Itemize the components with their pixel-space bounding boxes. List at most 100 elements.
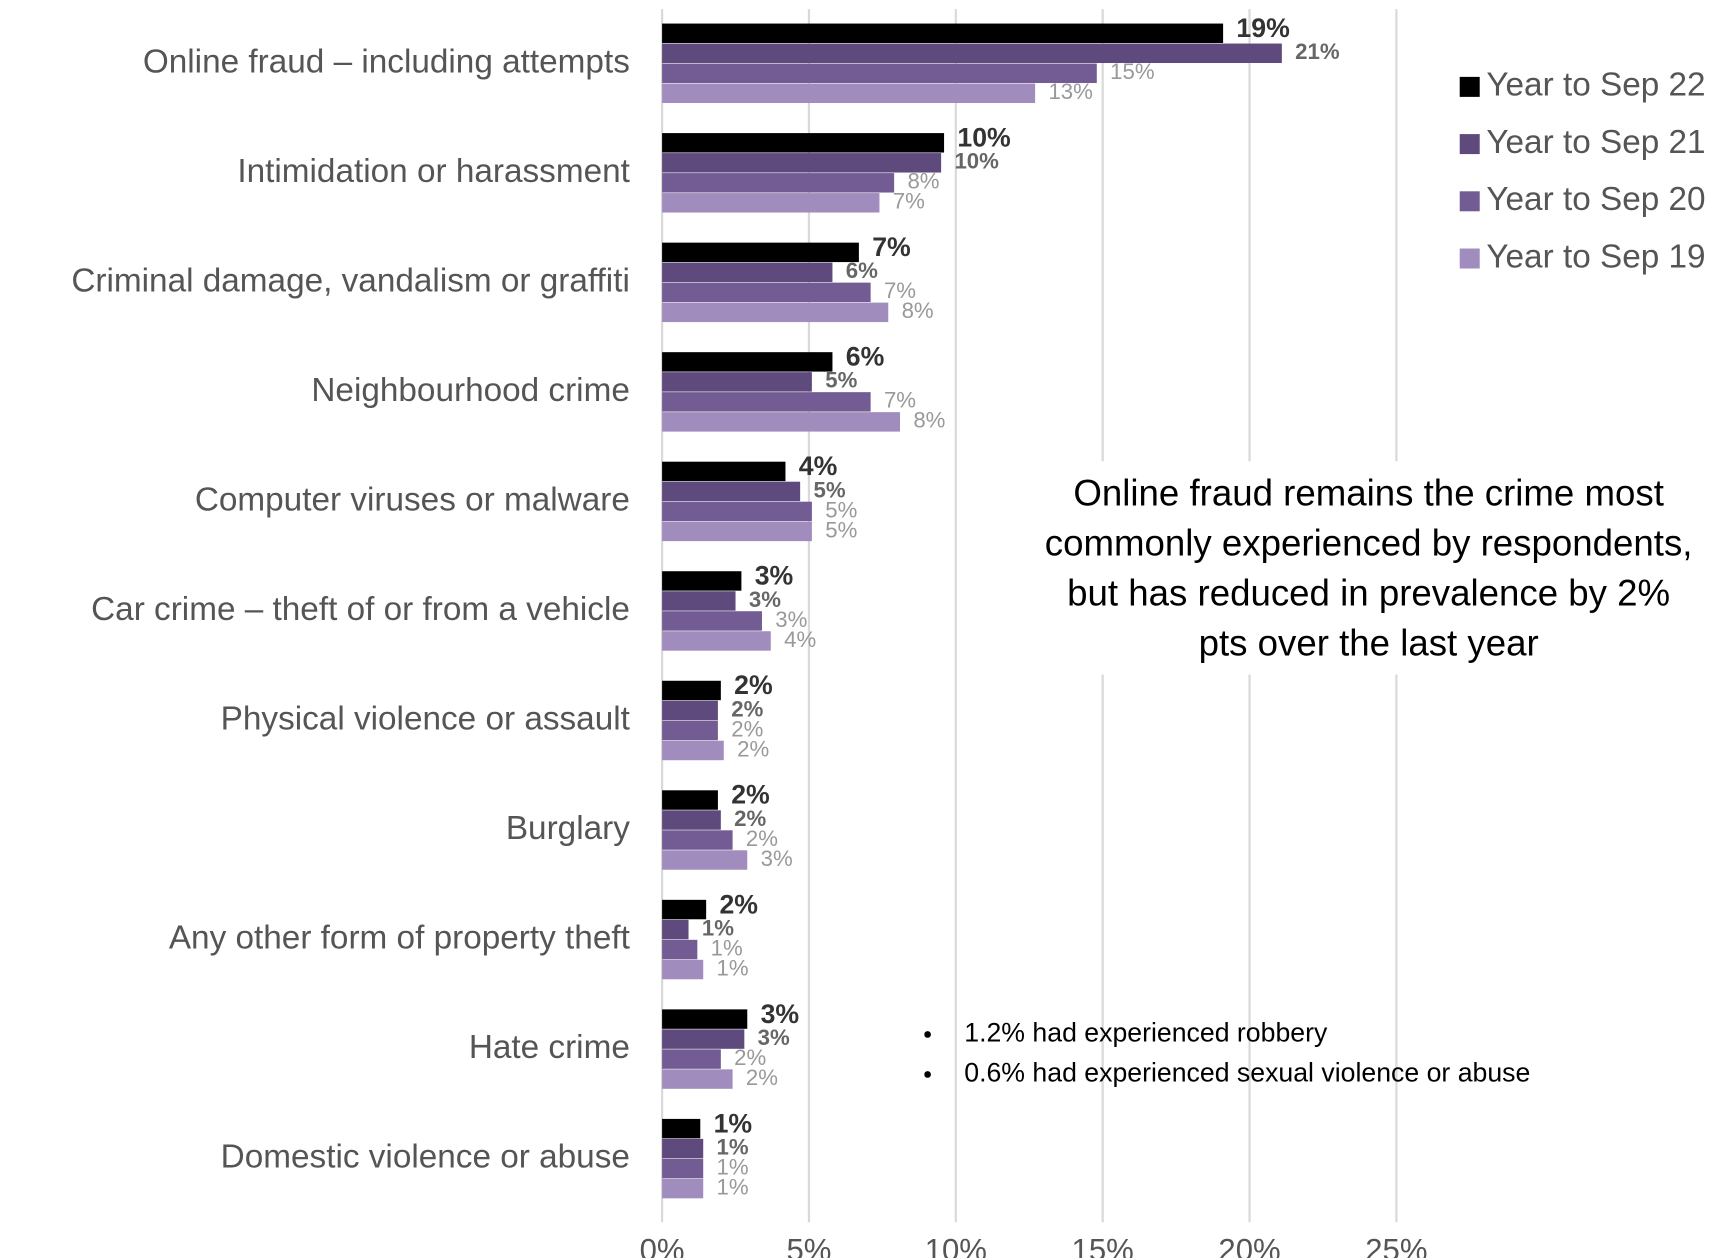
bar (662, 1009, 748, 1029)
data-label: 3% (775, 607, 807, 632)
data-label: 6% (846, 258, 878, 283)
note: 1.2% had experienced robbery (964, 1018, 1328, 1048)
bar (662, 461, 786, 482)
bar (662, 43, 1282, 63)
bar (662, 591, 736, 611)
data-label: 5% (825, 497, 857, 522)
bar (662, 571, 742, 591)
bar (662, 680, 721, 701)
data-label: 3% (755, 561, 794, 591)
data-label: 7% (884, 278, 916, 303)
data-label: 7% (872, 232, 911, 262)
bar (662, 412, 901, 432)
data-label: 19% (1236, 13, 1289, 43)
data-label: 13% (1048, 79, 1092, 104)
bar (662, 392, 871, 412)
data-label: 1% (702, 915, 734, 940)
bar (662, 631, 771, 651)
data-label: 2% (719, 889, 758, 919)
data-label: 10% (954, 149, 999, 174)
bar (662, 700, 718, 721)
data-label: 3% (761, 999, 800, 1029)
note: 0.6% had experienced sexual violence or … (964, 1058, 1530, 1088)
data-label: 2% (746, 826, 778, 851)
bar (662, 193, 880, 213)
data-label: 2% (731, 696, 763, 721)
annotation: but has reduced in prevalence by 2% (1067, 572, 1670, 613)
y-tick-label: Domestic violence or abuse (221, 1139, 630, 1176)
bar (662, 63, 1097, 83)
annotation: pts over the last year (1199, 622, 1539, 663)
bar (662, 521, 812, 542)
y-tick-label: Any other form of property theft (169, 920, 631, 957)
data-label: 1% (717, 955, 749, 980)
x-tick-label: 25% (1365, 1232, 1427, 1258)
bar (662, 720, 718, 741)
bar (662, 740, 724, 761)
bar (662, 302, 889, 323)
x-tick-label: 0% (640, 1232, 685, 1258)
data-label: 2% (734, 670, 773, 700)
y-tick-label: Criminal damage, vandalism or graffiti (71, 262, 630, 299)
x-tick-label: 20% (1218, 1232, 1280, 1258)
y-tick-label: Intimidation or harassment (237, 153, 630, 190)
data-label: 2% (746, 1065, 778, 1090)
bar (662, 939, 698, 960)
data-label: 5% (813, 477, 845, 502)
y-tick-label: Hate crime (469, 1029, 630, 1066)
bar (662, 173, 895, 193)
data-label: 2% (737, 736, 769, 761)
bar (662, 810, 721, 830)
bar (662, 262, 833, 283)
bar (662, 1118, 701, 1139)
legend-label: Year to Sep 22 (1486, 67, 1705, 104)
data-label: 2% (734, 806, 766, 831)
legend-swatch (1459, 134, 1480, 155)
data-label: 3% (749, 587, 781, 612)
data-label: 1% (711, 935, 743, 960)
bar (662, 352, 833, 372)
bar (662, 1049, 721, 1069)
data-label: 7% (893, 189, 925, 214)
bar (662, 959, 704, 980)
bar (662, 1178, 704, 1199)
bullet (924, 1031, 931, 1038)
x-tick-label: 15% (1072, 1232, 1134, 1258)
bar (662, 372, 812, 392)
data-label: 3% (758, 1025, 790, 1050)
bar (662, 1069, 733, 1089)
bar (662, 919, 689, 940)
legend-label: Year to Sep 19 (1486, 238, 1705, 275)
bar (662, 282, 871, 303)
data-label: 1% (717, 1134, 749, 1159)
bar (662, 850, 748, 870)
bar (662, 242, 859, 263)
y-tick-label: Burglary (506, 810, 630, 847)
legend-label: Year to Sep 20 (1486, 181, 1705, 218)
data-label: 10% (957, 123, 1010, 153)
y-tick-label: Online fraud – including attempts (143, 43, 630, 80)
data-label: 2% (731, 780, 770, 810)
data-label: 5% (825, 368, 857, 393)
bar (662, 1029, 745, 1049)
data-label: 1% (717, 1174, 749, 1199)
data-label: 8% (902, 298, 934, 323)
bar (662, 23, 1224, 44)
bar (662, 1158, 704, 1179)
bar (662, 501, 812, 522)
data-label: 2% (731, 716, 763, 741)
legend-swatch (1459, 191, 1480, 212)
data-label: 7% (884, 388, 916, 413)
data-label: 3% (761, 846, 793, 871)
bar (662, 790, 718, 810)
y-tick-label: Computer viruses or malware (195, 481, 630, 518)
x-tick-label: 10% (925, 1232, 987, 1258)
data-label: 8% (907, 169, 939, 194)
bar (662, 830, 733, 850)
bar (662, 83, 1036, 103)
x-tick-label: 5% (786, 1232, 831, 1258)
data-label: 5% (825, 517, 857, 542)
data-label: 15% (1110, 59, 1154, 84)
y-tick-label: Car crime – theft of or from a vehicle (91, 591, 630, 628)
